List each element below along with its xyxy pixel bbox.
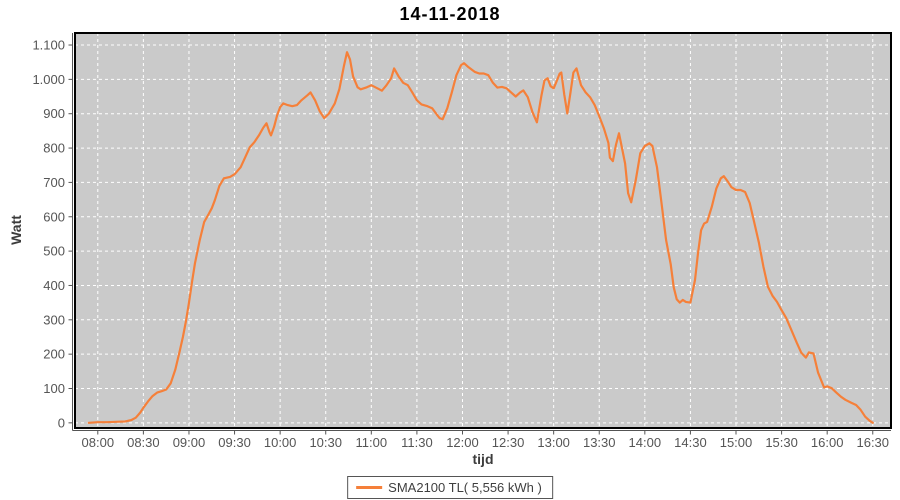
x-tick-label: 12:30 <box>492 435 525 450</box>
x-tick-label: 09:30 <box>218 435 251 450</box>
x-tick-label: 16:30 <box>856 435 889 450</box>
x-tick-label: 10:00 <box>264 435 297 450</box>
x-tick-label: 08:30 <box>127 435 160 450</box>
y-tick-label: 500 <box>43 244 65 259</box>
y-tick-label: 300 <box>43 312 65 327</box>
x-tick-label: 09:00 <box>173 435 206 450</box>
y-axis-title: Watt <box>8 215 24 245</box>
y-tick-label: 700 <box>43 175 65 190</box>
x-tick-label: 11:00 <box>356 435 388 450</box>
y-tick-label: 600 <box>43 209 65 224</box>
legend-series-label: SMA2100 TL( 5,556 kWh ) <box>388 480 542 495</box>
x-tick-label: 10:30 <box>309 435 342 450</box>
y-tick-label: 800 <box>43 141 65 156</box>
x-tick-label: 14:00 <box>629 435 662 450</box>
x-tick-label: 14:30 <box>674 435 707 450</box>
legend: SMA2100 TL( 5,556 kWh ) <box>347 476 553 499</box>
chart-title: 14-11-2018 <box>399 4 501 24</box>
y-tick-label: 0 <box>58 415 65 430</box>
legend-line-swatch-icon <box>356 486 383 489</box>
x-axis-title: tijd <box>472 451 494 467</box>
y-tick-label: 200 <box>43 347 65 362</box>
y-tick-label: 400 <box>43 278 65 293</box>
x-tick-label: 16:00 <box>811 435 844 450</box>
y-tick-label: 1.000 <box>32 72 65 87</box>
y-tick-label: 900 <box>43 106 65 121</box>
x-tick-label: 13:00 <box>537 435 570 450</box>
y-tick-label: 1.100 <box>32 38 65 53</box>
x-tick-label: 11:30 <box>401 435 433 450</box>
x-tick-label: 08:00 <box>82 435 115 450</box>
x-tick-label: 12:00 <box>446 435 479 450</box>
series-line <box>87 51 874 424</box>
y-tick-label: 100 <box>43 381 65 396</box>
x-tick-label: 13:30 <box>583 435 616 450</box>
plot-border <box>74 32 892 429</box>
x-tick-label: 15:00 <box>720 435 753 450</box>
plot-background <box>75 33 891 428</box>
x-tick-label: 15:30 <box>765 435 798 450</box>
